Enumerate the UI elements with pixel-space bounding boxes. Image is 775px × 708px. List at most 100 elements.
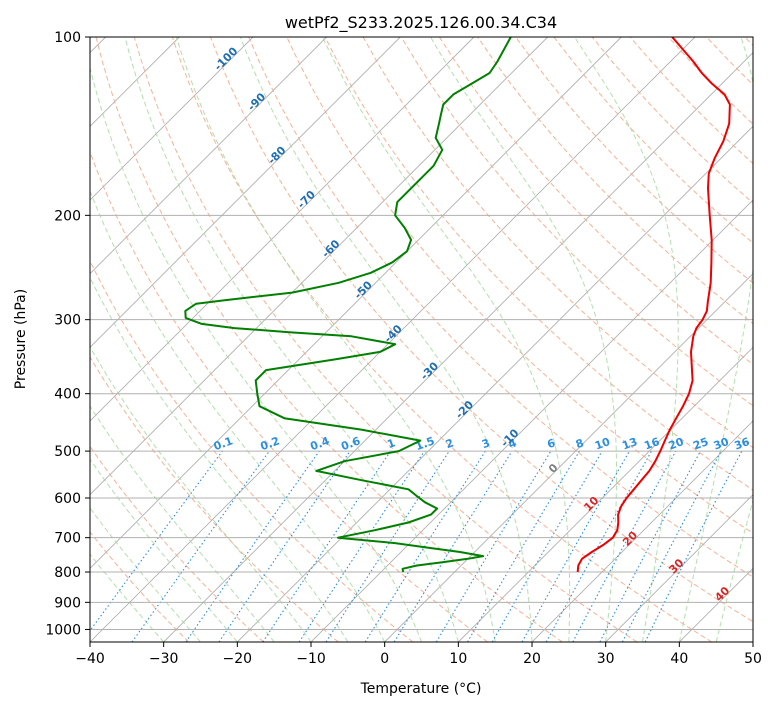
mixing-ratio-label: 4	[507, 436, 519, 451]
mixing-ratio-line	[599, 450, 701, 642]
x-axis-ticks: −40 −30 −20 −10 0 10 20 30 40 50	[75, 642, 762, 667]
dry-adiabat-line	[438, 37, 753, 366]
mixing-ratio-line	[218, 450, 351, 642]
pressure-gridlines	[90, 37, 753, 630]
y-tick-label: 400	[54, 387, 81, 403]
isotherm-label: -60	[319, 237, 342, 260]
moist-adiabat-line	[90, 507, 201, 642]
x-axis-label: Temperature (°C)	[360, 681, 482, 697]
isotherm-line	[605, 494, 753, 642]
dry-adiabat-line	[90, 259, 414, 642]
mixing-ratio-lines	[90, 450, 743, 642]
sounding-profiles	[184, 37, 731, 573]
x-tick-label: 50	[744, 651, 762, 667]
mixing-ratio-line	[467, 450, 580, 642]
isotherm-line	[90, 37, 622, 569]
dry-adiabat-line	[706, 37, 753, 86]
isotherm-label: -10	[498, 426, 521, 449]
dry-adiabat-line	[90, 445, 264, 642]
mixing-ratio-label: 1.5	[414, 434, 437, 453]
moist-adiabat-line	[90, 458, 238, 642]
chart-title: wetPf2_S233.2025.126.00.34.C34	[285, 13, 557, 33]
y-tick-label: 1000	[45, 622, 81, 638]
mixing-ratio-line	[393, 450, 513, 642]
mixing-ratio-label: 0.2	[259, 434, 282, 453]
moist-adiabat-line	[574, 37, 679, 642]
y-tick-label: 800	[54, 565, 81, 581]
mixing-ratio-label: 0.4	[309, 434, 332, 453]
isotherm-lines	[90, 37, 753, 642]
dry-adiabat-line	[248, 37, 753, 578]
moist-adiabat-lines	[90, 37, 753, 642]
dry-adiabat-line	[133, 37, 638, 642]
x-tick-label: 10	[449, 651, 467, 667]
isotherm-line	[90, 37, 401, 348]
isotherm-line	[458, 346, 753, 642]
mixing-ratio-label: 36	[733, 435, 752, 453]
dry-adiabat-lines	[90, 37, 753, 642]
isotherm-line	[531, 420, 753, 642]
moist-adiabat-line	[322, 37, 571, 642]
mixing-ratio-label: 0.6	[339, 434, 362, 453]
mixing-ratio-label: 25	[691, 435, 710, 452]
dry-adiabat-line	[400, 37, 753, 407]
isotherm-line	[90, 37, 327, 275]
x-tick-label: −20	[223, 651, 253, 667]
mixing-ratio-label: 20	[667, 435, 686, 453]
moist-adiabat-line	[90, 276, 349, 642]
y-tick-label: 300	[54, 313, 81, 329]
dry-adiabat-label: 30	[666, 556, 686, 576]
mixing-ratio-label: 13	[620, 435, 639, 452]
moist-adiabat-line	[124, 37, 459, 642]
mixing-ratio-label: 0.1	[212, 434, 235, 453]
mixing-ratio-line	[262, 450, 392, 642]
y-tick-label: 200	[54, 208, 81, 224]
mixing-ratio-line	[435, 450, 552, 642]
plot-frame	[89, 36, 754, 643]
dry-adiabat-line	[324, 37, 753, 491]
isotherm-label: -30	[418, 359, 441, 382]
isotherm-line	[310, 199, 753, 642]
isotherm-label: -90	[245, 90, 268, 113]
mixing-ratio-line	[298, 450, 425, 642]
moist-adiabat-line	[175, 37, 496, 642]
mixing-ratio-label: 8	[574, 436, 586, 451]
isotherm-line	[384, 273, 753, 642]
isotherm-line	[90, 37, 254, 201]
dry-adiabat-line	[744, 37, 753, 47]
x-tick-label: −40	[75, 651, 105, 667]
isotherm-line	[90, 37, 475, 422]
dry-adiabat-line	[591, 37, 753, 204]
y-axis-ticks: 100 200 300 400 500 600 700 800 900 1000	[45, 30, 90, 638]
x-tick-label: 30	[597, 651, 615, 667]
mixing-ratio-line	[545, 450, 653, 642]
dry-adiabat-line	[210, 37, 753, 623]
isotherm-line	[752, 641, 753, 642]
moist-adiabat-line	[239, 37, 533, 642]
x-tick-label: −30	[149, 651, 179, 667]
mixing-ratio-line	[185, 450, 320, 642]
mixing-ratio-label: 2	[444, 436, 456, 451]
isotherm-label: -70	[295, 188, 318, 211]
y-tick-label: 600	[54, 491, 81, 507]
x-tick-label: −10	[296, 651, 326, 667]
isotherm-line	[237, 125, 753, 642]
y-axis-label: Pressure (hPa)	[13, 289, 29, 389]
dry-adiabat-line	[90, 531, 190, 642]
mixing-ratio-line	[131, 450, 270, 642]
dry-adiabat-line	[515, 37, 753, 284]
isotherm-label: -80	[265, 144, 288, 167]
mixing-ratio-label: 1	[385, 436, 397, 451]
moist-adiabat-line	[90, 345, 312, 642]
mixing-ratio-label: 16	[642, 435, 661, 453]
y-tick-label: 100	[54, 30, 81, 46]
x-tick-label: 40	[670, 651, 688, 667]
moist-adiabat-line	[715, 498, 753, 642]
isotherm-label: -100	[212, 44, 241, 73]
mixing-ratio-line	[90, 450, 223, 632]
mixing-ratio-label: 6	[545, 436, 557, 451]
mixing-ratio-label: 3	[480, 436, 492, 451]
moist-adiabat-line	[430, 37, 617, 642]
mixing-ratio-line	[325, 450, 450, 642]
